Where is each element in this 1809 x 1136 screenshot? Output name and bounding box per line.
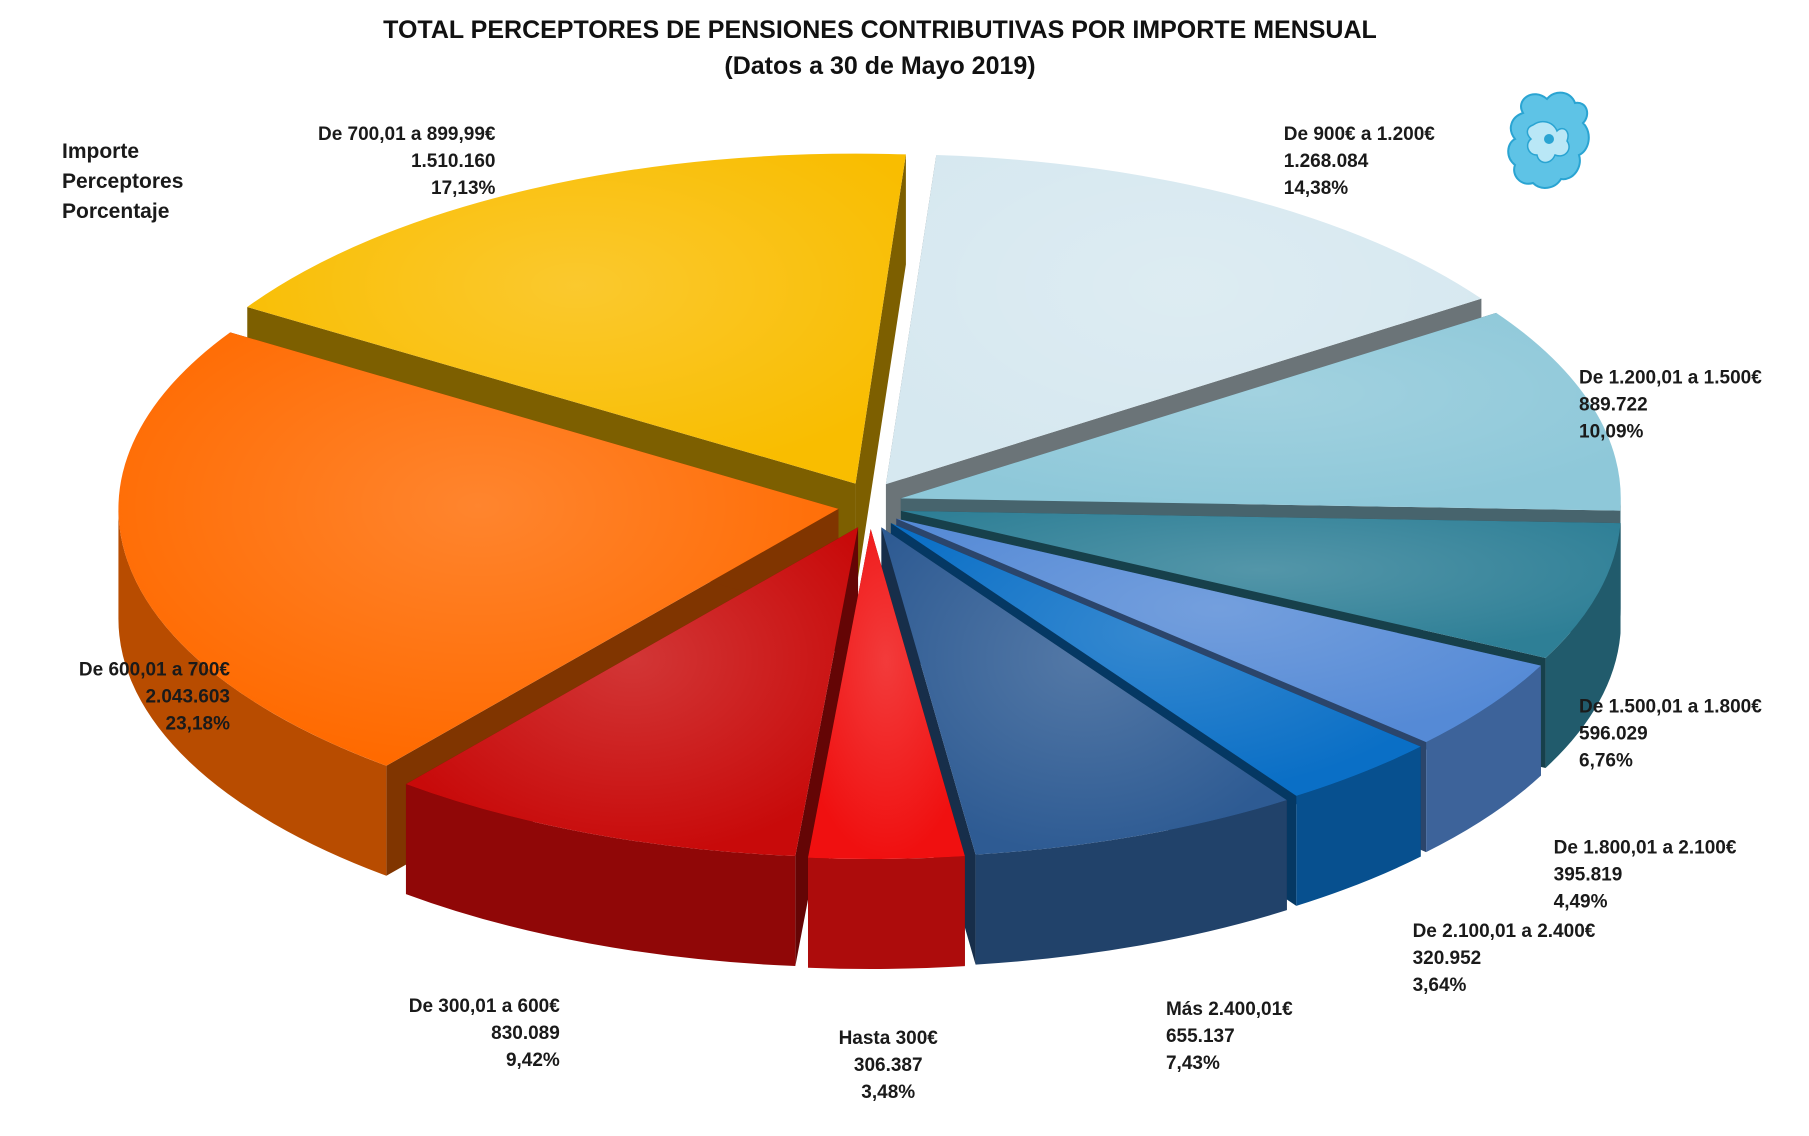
- slice-label-perceptores: 1.268.084: [1284, 151, 1369, 172]
- slice-label-m-s-2-400-01eur: Más 2.400,01€ 655.137 7,43%: [1166, 999, 1293, 1074]
- slice-label-de-300-01-a-600eur: De 300,01 a 600€ 830.089 9,42%: [409, 996, 561, 1071]
- chart-title: TOTAL PERCEPTORES DE PENSIONES CONTRIBUT…: [383, 16, 1377, 44]
- slice-highlight: [881, 527, 1287, 855]
- legend-item-perceptores: Perceptores: [62, 170, 183, 193]
- slice-label-perceptores: 830.089: [491, 1023, 560, 1044]
- slice-label-importe: De 2.100,01 a 2.400€: [1413, 921, 1596, 942]
- slice-highlight: [900, 312, 1621, 511]
- slice-label-importe: De 300,01 a 600€: [409, 996, 561, 1017]
- legend-item-porcentaje: Porcentaje: [62, 200, 169, 223]
- slice-side: [405, 784, 796, 967]
- slice-side: [1296, 746, 1421, 906]
- slice-label-porcentaje: 14,38%: [1284, 178, 1349, 199]
- slice-side: [807, 856, 965, 969]
- slice-label-perceptores: 320.952: [1413, 948, 1482, 969]
- chart-subtitle: (Datos a 30 de Mayo 2019): [724, 52, 1035, 80]
- slice-label-importe: De 600,01 a 700€: [79, 660, 231, 681]
- pie-slice-hasta-300eur: [807, 528, 965, 969]
- slice-label-de-1-200-01-a-1-500eur: De 1.200,01 a 1.500€ 889.722 10,09%: [1579, 367, 1762, 442]
- slice-label-perceptores: 655.137: [1166, 1026, 1235, 1047]
- slice-label-perceptores: 2.043.603: [145, 687, 230, 708]
- slice-label-importe: De 700,01 a 899,99€: [318, 124, 496, 145]
- slice-label-porcentaje: 3,48%: [861, 1082, 915, 1103]
- pie-slice-m-s-2-400-01eur: [881, 527, 1287, 965]
- slice-label-perceptores: 889.722: [1579, 394, 1648, 415]
- slice-label-porcentaje: 6,76%: [1579, 751, 1633, 772]
- slice-side: [1545, 523, 1621, 768]
- slice-label-de-600-01-a-700eur: De 600,01 a 700€ 2.043.603 23,18%: [79, 660, 231, 735]
- slice-highlight: [896, 518, 1541, 743]
- slice-highlight: [247, 153, 906, 484]
- slice-label-de-900eur-a-1-200eur: De 900€ a 1.200€ 1.268.084 14,38%: [1284, 124, 1436, 199]
- slice-label-porcentaje: 23,18%: [166, 714, 231, 735]
- slice-labels: De 900€ a 1.200€ 1.268.084 14,38% De 1.200,…: [79, 124, 1762, 1103]
- slice-highlight: [807, 528, 965, 859]
- slice-label-perceptores: 306.387: [854, 1055, 923, 1076]
- slice-label-importe: De 900€ a 1.200€: [1284, 124, 1436, 145]
- slice-label-porcentaje: 17,13%: [431, 178, 496, 199]
- slice-label-de-1-800-01-a-2-100eur: De 1.800,01 a 2.100€ 395.819 4,49%: [1554, 838, 1737, 913]
- slice-label-porcentaje: 3,64%: [1413, 975, 1467, 996]
- slice-label-hasta-300eur: Hasta 300€ 306.387 3,48%: [839, 1028, 939, 1103]
- legend-item-importe: Importe: [62, 140, 139, 163]
- slice-label-de-2-100-01-a-2-400eur: De 2.100,01 a 2.400€ 320.952 3,64%: [1413, 921, 1596, 996]
- slice-label-importe: Más 2.400,01€: [1166, 999, 1293, 1020]
- slice-label-porcentaje: 4,49%: [1554, 892, 1608, 913]
- slice-highlight: [118, 332, 839, 766]
- pie-slice-de-300-01-a-600eur: [405, 527, 859, 967]
- slice-highlight: [901, 510, 1621, 658]
- legend: Importe Perceptores Porcentaje: [62, 140, 183, 223]
- pie-slices: [118, 153, 1621, 969]
- slice-label-perceptores: 1.510.160: [411, 151, 496, 172]
- slice-label-de-1-500-01-a-1-800eur: De 1.500,01 a 1.800€ 596.029 6,76%: [1579, 697, 1762, 772]
- slice-label-importe: De 1.800,01 a 2.100€: [1554, 838, 1737, 859]
- slice-label-importe: De 1.500,01 a 1.800€: [1579, 697, 1762, 718]
- slice-label-perceptores: 596.029: [1579, 724, 1648, 745]
- logo-seal-icon: [1507, 91, 1590, 189]
- slice-highlight: [890, 523, 1421, 796]
- slice-side: [975, 800, 1287, 965]
- slice-highlight: [885, 155, 1482, 485]
- slice-side: [118, 508, 387, 876]
- slice-label-importe: Hasta 300€: [839, 1028, 939, 1049]
- slice-label-importe: De 1.200,01 a 1.500€: [1579, 367, 1762, 388]
- slice-side: [1426, 665, 1541, 853]
- slice-label-porcentaje: 10,09%: [1579, 421, 1644, 442]
- slice-wall: [855, 154, 906, 594]
- slice-label-porcentaje: 7,43%: [1166, 1053, 1220, 1074]
- slice-label-de-700-01-a-899-99eur: De 700,01 a 899,99€ 1.510.160 17,13%: [318, 124, 496, 199]
- slice-label-perceptores: 395.819: [1554, 865, 1623, 886]
- slice-highlight: [405, 527, 859, 857]
- slice-label-porcentaje: 9,42%: [506, 1050, 560, 1071]
